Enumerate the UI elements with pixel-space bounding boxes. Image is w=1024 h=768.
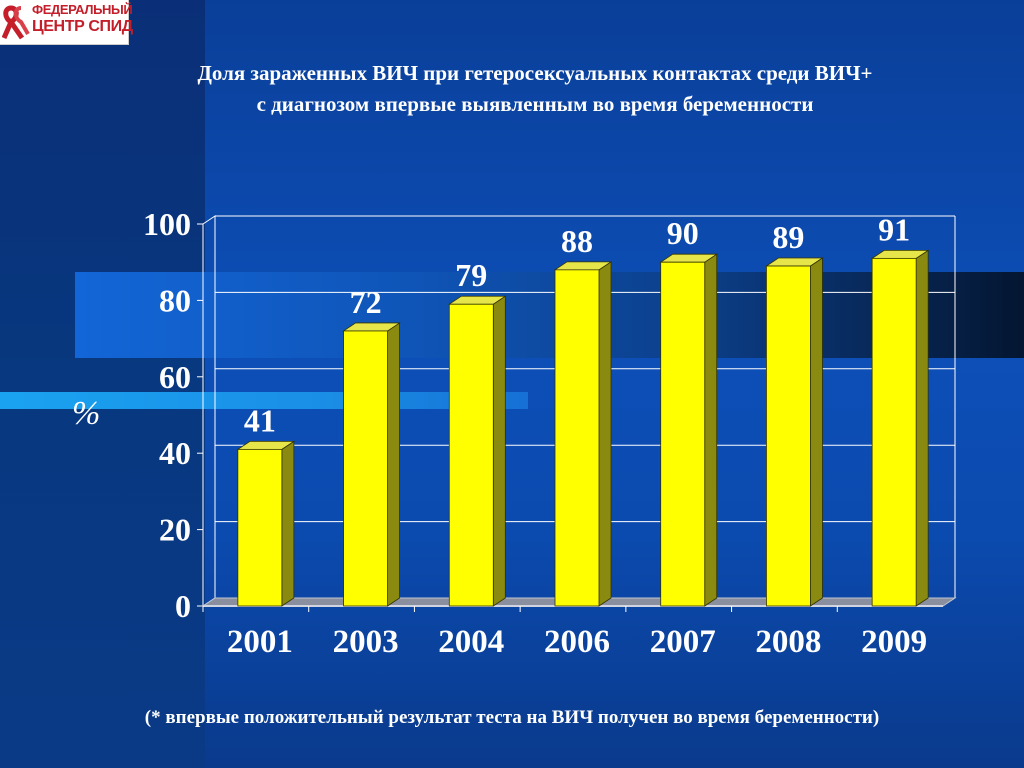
bar: [660, 261, 706, 607]
chart-side-wall: [202, 215, 216, 607]
y-tick-label: 20: [159, 512, 191, 548]
logo-text-line2: ЦЕНТР СПИД: [32, 18, 133, 35]
x-tick-label: 2003: [333, 624, 399, 660]
bar-side: [387, 322, 400, 607]
y-tick-label: 80: [159, 282, 191, 318]
bar-side: [810, 257, 823, 607]
data-label: 91: [878, 211, 910, 247]
bar: [871, 257, 917, 607]
y-tick-label: 40: [159, 435, 191, 471]
federal-aids-center-logo: ФЕДЕРАЛЬНЫЙ ЦЕНТР СПИД: [0, 0, 133, 45]
bar-side: [704, 253, 718, 607]
data-label: 88: [561, 223, 593, 259]
y-axis-label: %: [72, 395, 101, 432]
y-tick-label: 60: [159, 359, 191, 395]
bar-side: [915, 249, 929, 607]
data-label: 41: [244, 402, 276, 438]
x-tick-label: 2004: [438, 624, 504, 660]
footnote: (* впервые положительный результат теста…: [144, 707, 880, 728]
bar: [237, 448, 283, 607]
bar-side: [281, 440, 295, 607]
x-tick-label: 2009: [861, 624, 927, 660]
bar: [448, 303, 494, 607]
y-tick-label: 0: [175, 588, 191, 624]
x-tick-label: 2001: [227, 624, 293, 660]
background-left-band: [0, 0, 205, 768]
x-tick-label: 2007: [650, 624, 716, 660]
red-ribbon-icon: [2, 5, 30, 40]
chart-title-line2: с диагнозом впервые выявленным во время …: [256, 92, 814, 116]
data-label: 79: [455, 257, 487, 293]
y-tick-label: 100: [143, 206, 191, 242]
bar-side: [598, 261, 612, 607]
x-tick-label: 2008: [755, 624, 821, 660]
data-label: 72: [350, 284, 382, 320]
data-label: 90: [667, 215, 699, 251]
bar: [554, 269, 600, 607]
chart-title: Доля зараженных ВИЧ при гетеросексуальны…: [60, 58, 1010, 120]
bar: [766, 265, 811, 607]
bar-side: [492, 295, 506, 607]
x-tick-label: 2006: [544, 624, 610, 660]
chart-title-line1: Доля зараженных ВИЧ при гетеросексуальны…: [197, 61, 873, 85]
bar: [343, 330, 388, 607]
data-label: 89: [772, 219, 804, 255]
logo-text-line1: ФЕДЕРАЛЬНЫЙ: [32, 2, 133, 17]
background-stripe-dark: [75, 272, 1024, 358]
